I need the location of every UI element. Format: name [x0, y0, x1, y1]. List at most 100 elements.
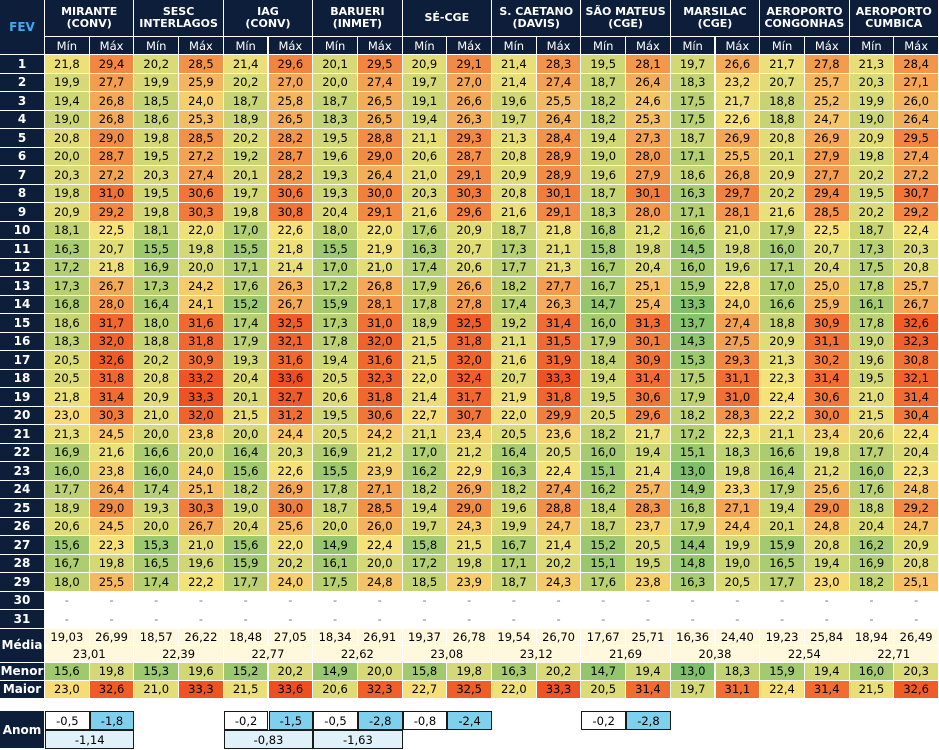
media-cell: 18,94: [849, 628, 895, 646]
station-subtitle: (DAVIS): [512, 17, 560, 30]
data-cell: 19,7: [402, 73, 448, 92]
data-cell: 27,4: [894, 147, 939, 166]
station-header: MARSILAC (CGE): [670, 0, 761, 37]
data-cell: 16,4: [760, 462, 805, 481]
max-header: Máx: [447, 37, 492, 55]
data-cell: 21,8: [45, 55, 90, 74]
data-cell: 19,8: [447, 554, 492, 573]
data-cell: 27,7: [536, 277, 582, 296]
data-cell: 19,2: [492, 314, 537, 333]
data-cell: 18,3: [715, 443, 761, 462]
data-cell: -: [760, 610, 805, 629]
data-cell: 21,4: [268, 258, 314, 277]
day-label: 24: [0, 480, 45, 499]
data-cell: 23,4: [804, 425, 850, 444]
data-cell: 18,7: [223, 92, 269, 111]
day-label: 3: [0, 92, 45, 111]
media-avg-cell: 23,08: [402, 645, 492, 663]
data-cell: 16,4: [492, 443, 537, 462]
data-cell: 22,2: [760, 406, 805, 425]
maior-cell: 31,4: [804, 680, 850, 699]
data-cell: 13,7: [670, 314, 716, 333]
data-cell: 31,9: [536, 351, 582, 370]
day-label: 25: [0, 499, 45, 518]
data-cell: 15,2: [223, 295, 269, 314]
min-header: Mín: [402, 37, 448, 55]
day-label: 28: [0, 554, 45, 573]
data-cell: -: [849, 610, 895, 629]
data-cell: 16,7: [45, 554, 90, 573]
data-cell: 19,5: [313, 129, 358, 148]
data-cell: 30,7: [447, 406, 492, 425]
data-cell: 26,9: [447, 480, 492, 499]
data-cell: 20,0: [313, 73, 358, 92]
data-cell: 29,9: [536, 406, 582, 425]
data-cell: 28,1: [626, 55, 671, 74]
data-cell: 29,6: [626, 406, 671, 425]
station-name: MIRANTE: [61, 5, 118, 18]
data-cell: 24,7: [804, 110, 850, 129]
data-cell: 18,3: [670, 73, 716, 92]
data-cell: 19,8: [715, 462, 761, 481]
data-cell: 28,5: [179, 55, 224, 74]
data-cell: 14,8: [670, 554, 716, 573]
anom-max-cell: -2,4: [447, 711, 492, 730]
data-cell: 22,5: [804, 221, 850, 240]
data-cell: 18,7: [492, 221, 537, 240]
anom-min-cell: -0,2: [223, 711, 269, 730]
data-cell: 24,2: [357, 425, 403, 444]
data-cell: 30,3: [89, 406, 135, 425]
data-cell: 16,7: [492, 536, 537, 555]
data-cell: 17,2: [402, 554, 448, 573]
data-cell: 19,9: [849, 92, 895, 111]
data-cell: 20,1: [760, 517, 805, 536]
data-cell: 30,6: [179, 184, 224, 203]
data-cell: 33,2: [179, 369, 224, 388]
data-cell: 23,0: [45, 406, 90, 425]
data-cell: 16,3: [492, 462, 537, 481]
data-cell: 17,9: [581, 332, 627, 351]
data-cell: 17,8: [313, 480, 358, 499]
data-cell: 27,7: [804, 166, 850, 185]
maior-cell: 32,5: [447, 680, 492, 699]
data-cell: 18,4: [581, 351, 627, 370]
data-cell: 18,2: [581, 425, 627, 444]
menor-cell: 15,8: [402, 662, 448, 681]
data-cell: 20,1: [223, 166, 269, 185]
data-cell: 15,3: [670, 351, 716, 370]
data-cell: -: [89, 610, 135, 629]
data-cell: 16,3: [45, 240, 90, 259]
data-cell: 15,1: [581, 462, 627, 481]
data-cell: 18,2: [223, 480, 269, 499]
data-cell: 22,3: [89, 536, 135, 555]
data-cell: 19,7: [492, 110, 537, 129]
data-cell: 31,7: [89, 314, 135, 333]
data-cell: -: [581, 591, 627, 610]
data-cell: 17,8: [402, 295, 448, 314]
data-cell: 21,5: [223, 406, 269, 425]
data-cell: 17,0: [760, 277, 805, 296]
day-label: 14: [0, 295, 45, 314]
data-cell: 28,5: [179, 129, 224, 148]
data-cell: 20,5: [626, 536, 671, 555]
data-cell: 19,5: [626, 554, 671, 573]
day-label: 21: [0, 425, 45, 444]
data-cell: 18,3: [45, 332, 90, 351]
data-cell: 20,6: [447, 258, 492, 277]
data-cell: 18,4: [581, 499, 627, 518]
data-cell: -: [45, 610, 90, 629]
data-cell: 16,6: [760, 295, 805, 314]
data-cell: 25,0: [804, 277, 850, 296]
data-cell: 25,7: [894, 277, 939, 296]
data-cell: 22,3: [760, 369, 805, 388]
data-cell: 18,8: [760, 92, 805, 111]
data-cell: 21,5: [849, 406, 895, 425]
data-cell: 30,0: [804, 406, 850, 425]
data-cell: 31,6: [268, 351, 314, 370]
data-cell: 26,6: [447, 92, 492, 111]
maior-cell: 20,6: [313, 680, 358, 699]
media-label: Média: [0, 628, 45, 663]
data-cell: 26,6: [715, 55, 761, 74]
anom-min-cell: -0,5: [313, 711, 358, 730]
data-cell: -: [268, 591, 314, 610]
